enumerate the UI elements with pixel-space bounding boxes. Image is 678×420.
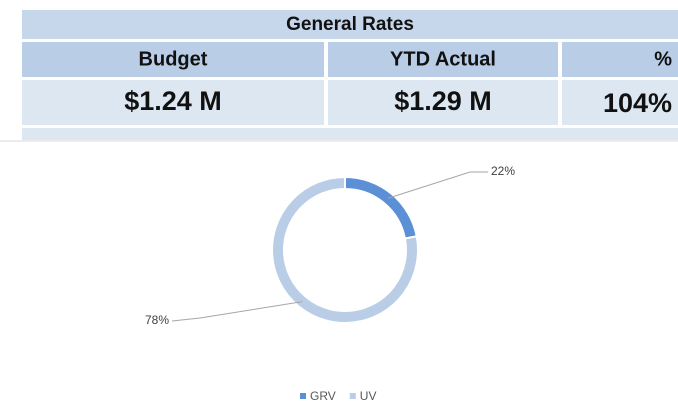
legend-label: UV: [360, 389, 377, 403]
data-text: 104%: [603, 88, 672, 118]
table-title: General Rates: [286, 14, 414, 35]
filler-row: [22, 128, 678, 140]
header-cell: [562, 42, 678, 77]
legend-swatch: [300, 393, 306, 399]
data-cell: [562, 80, 678, 125]
data-label: 22%: [491, 164, 515, 178]
rates-table: General Rates Budget YTD Actual % $1.24 …: [22, 10, 678, 140]
data-cell: [328, 80, 558, 125]
header-cell: [22, 42, 324, 77]
header-cell: [328, 42, 558, 77]
header-text: %: [654, 48, 672, 70]
donut-slice: [344, 175, 418, 240]
header-text: Budget: [139, 48, 208, 70]
data-label: 78%: [145, 313, 169, 327]
header-text: YTD Actual: [390, 48, 496, 70]
title-row: [22, 10, 678, 39]
data-text: $1.24 M: [124, 86, 222, 116]
legend-swatch: [349, 393, 356, 399]
donut-slice: [271, 175, 419, 324]
data-cell: [22, 80, 324, 125]
leader-line: [387, 171, 488, 199]
legend-label: GRV: [310, 389, 336, 403]
leader-line: [171, 301, 303, 322]
data-text: $1.29 M: [394, 86, 492, 116]
